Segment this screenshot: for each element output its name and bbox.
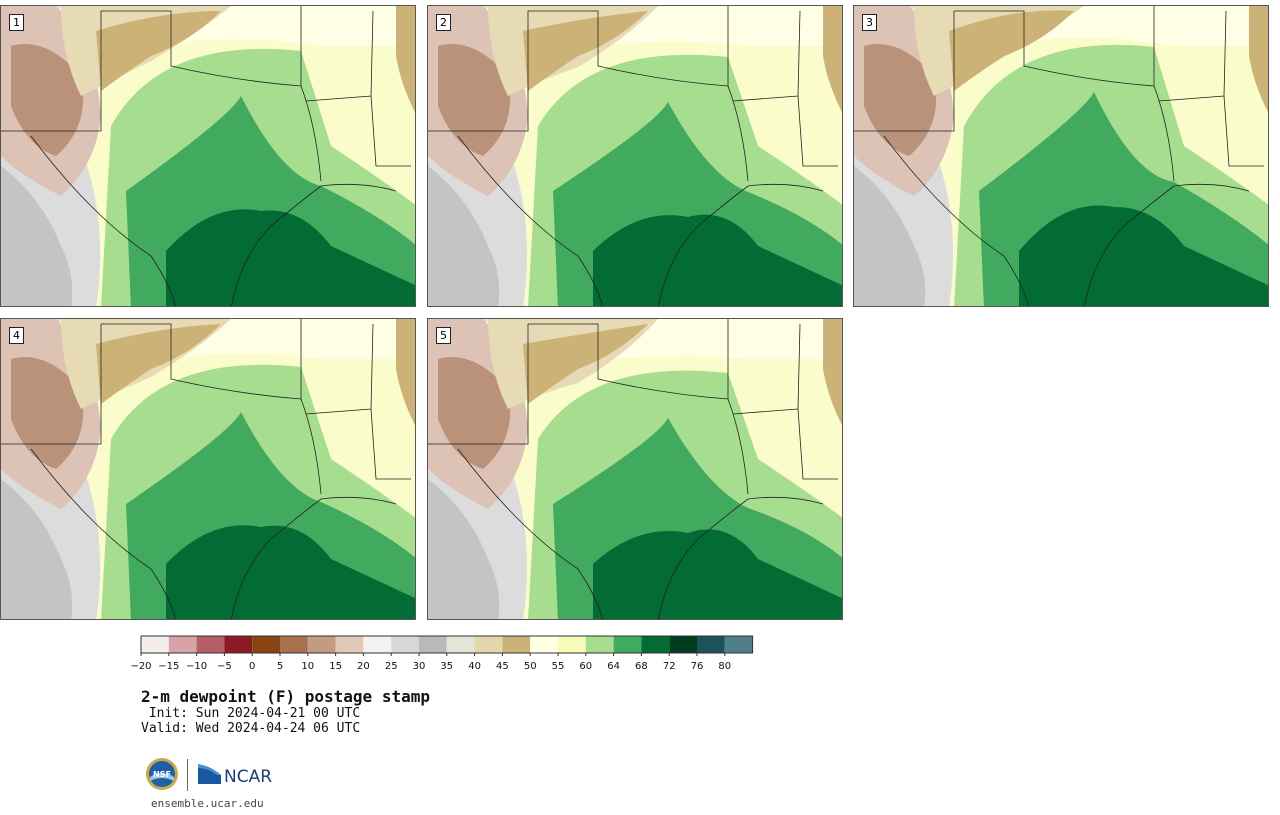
colorbar-tick-label: 35 [440, 661, 453, 672]
colorbar-tick-label: 5 [277, 661, 283, 672]
colorbar-tick-label: 45 [496, 661, 509, 672]
colorbar-tick-label: −10 [186, 661, 207, 672]
member-label: 4 [9, 327, 24, 344]
website-url: ensemble.ucar.edu [151, 797, 264, 810]
colorbar-tick-label: 76 [691, 661, 704, 672]
plot-title: 2-m dewpoint (F) postage stamp [141, 687, 430, 706]
colorbar-swatch [252, 636, 280, 653]
colorbar-swatch [558, 636, 586, 653]
logo-divider [187, 759, 188, 791]
colorbar-swatch [502, 636, 531, 653]
colorbar-swatch [335, 636, 364, 653]
member-label: 1 [9, 14, 24, 31]
member-panel-1: 1 [0, 5, 416, 307]
colorbar-swatch [307, 636, 336, 653]
member-panel-2: 2 [427, 5, 843, 307]
colorbar-swatch [141, 636, 169, 653]
map-3 [854, 6, 1268, 306]
map-1 [1, 6, 415, 306]
colorbar-tick-label: 72 [663, 661, 676, 672]
colorbar-tick-label: 40 [468, 661, 481, 672]
init-time: Init: Sun 2024-04-21 00 UTC [141, 706, 361, 721]
colorbar-swatch [363, 636, 392, 653]
map-5 [428, 319, 842, 619]
member-panel-3: 3 [853, 5, 1269, 307]
colorbar-tick-label: −5 [217, 661, 232, 672]
colorbar: −20 −15 −10 −5 0 5 10 15 20 25 30 35 40 45 50 55 60 64 68 7… [0, 630, 800, 675]
colorbar-tick-label: 25 [385, 661, 398, 672]
colorbar-tick-label: −15 [158, 661, 179, 672]
colorbar-tick-label: 60 [579, 661, 592, 672]
colorbar-swatch [474, 636, 503, 653]
colorbar-tick-label: 15 [329, 661, 342, 672]
colorbar-tick-label: 55 [552, 661, 565, 672]
colorbar-tick-label: 68 [635, 661, 648, 672]
colorbar-swatch [641, 636, 670, 653]
colorbar-swatch [724, 636, 753, 653]
colorbar-swatch [530, 636, 558, 653]
colorbar-tick-label: 30 [413, 661, 426, 672]
map-4 [1, 319, 415, 619]
map-2 [428, 6, 842, 306]
ncar-logo: NCAR [198, 764, 272, 786]
colorbar-swatch [196, 636, 225, 653]
colorbar-tick-label: 50 [524, 661, 537, 672]
colorbar-swatch [419, 636, 447, 653]
colorbar-tick-label: −20 [130, 661, 151, 672]
colorbar-svg: −20 −15 −10 −5 0 5 10 15 20 25 30 35 40 45 50 55 60 64 68 7… [130, 635, 754, 672]
member-label: 3 [862, 14, 877, 31]
member-label: 2 [436, 14, 451, 31]
colorbar-swatch [391, 636, 419, 653]
member-panel-4: 4 [0, 318, 416, 620]
nsf-logo-text: NSF [153, 770, 171, 779]
valid-time: Valid: Wed 2024-04-24 06 UTC [141, 721, 361, 736]
ncar-logo-text: NCAR [224, 767, 272, 786]
colorbar-swatch [168, 636, 197, 653]
member-panel-5: 5 [427, 318, 843, 620]
colorbar-swatch [669, 636, 697, 653]
colorbar-tick-label: 64 [607, 661, 620, 672]
colorbar-swatch [613, 636, 642, 653]
colorbar-swatch [280, 636, 308, 653]
colorbar-tick-label: 80 [718, 661, 731, 672]
member-label: 5 [436, 327, 451, 344]
nsf-logo: NSF [146, 758, 178, 790]
colorbar-swatch [585, 636, 614, 653]
colorbar-swatch [697, 636, 725, 653]
colorbar-tick-label: 0 [249, 661, 255, 672]
colorbar-tick-label: 10 [301, 661, 314, 672]
colorbar-swatch [224, 636, 253, 653]
colorbar-swatch [446, 636, 475, 653]
colorbar-tick-label: 20 [357, 661, 370, 672]
